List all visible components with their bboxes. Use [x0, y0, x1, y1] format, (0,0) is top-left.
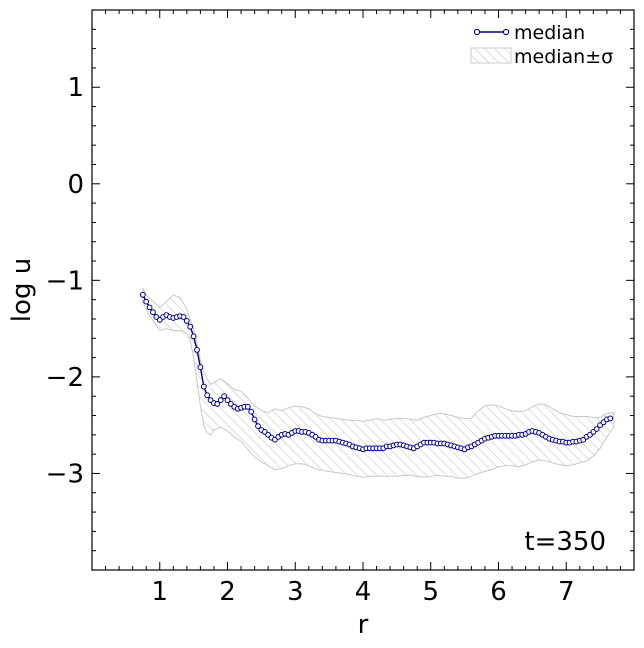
median-point	[200, 383, 207, 390]
median-series-layer	[139, 291, 614, 453]
plot-frame	[91, 9, 635, 571]
y-tick-label: −2	[46, 363, 84, 393]
median-point	[607, 415, 614, 422]
median-point	[150, 309, 156, 316]
x-tick-label: 7	[558, 577, 575, 607]
median-point	[194, 347, 200, 353]
y-tick-label: −1	[46, 266, 84, 296]
median-point	[214, 401, 221, 407]
median-point	[146, 304, 153, 311]
legend-median-marker-icon	[502, 28, 510, 36]
median-point	[248, 408, 255, 415]
median-point	[187, 323, 194, 330]
median-point	[217, 397, 224, 404]
median-point	[204, 392, 211, 399]
median-point	[593, 426, 600, 432]
legend: median median±σ	[470, 22, 613, 68]
x-tick-label: 3	[287, 577, 304, 607]
median-point	[244, 403, 251, 410]
median-point	[139, 291, 146, 298]
x-tick-label: 1	[151, 577, 168, 607]
x-tick-label: 2	[219, 577, 236, 607]
legend-sigma-label: median±σ	[514, 46, 613, 68]
median-point	[224, 397, 231, 404]
median-point	[251, 416, 258, 423]
legend-median-marker-icon	[473, 28, 481, 36]
median-point	[183, 318, 190, 324]
median-point	[197, 364, 204, 371]
x-tick-label: 6	[490, 577, 507, 607]
y-tick-label: −3	[46, 459, 84, 489]
x-tick-label: 5	[422, 577, 439, 607]
median-point	[143, 298, 150, 305]
median-point	[190, 333, 197, 340]
tick-labels-layer: 1 2 3 4 5 6 7 −3 −2 −1 0 1	[46, 73, 575, 607]
x-tick-label: 4	[355, 577, 372, 607]
median-point	[221, 393, 228, 400]
legend-median-label: median	[514, 22, 585, 44]
median-point	[180, 314, 187, 320]
time-annotation: t=350	[524, 527, 606, 557]
median-point	[255, 423, 261, 430]
legend-sigma-swatch-icon	[470, 47, 512, 64]
x-axis-label: r	[358, 610, 369, 640]
y-tick-label: 1	[67, 73, 84, 103]
axis-ticks-layer	[92, 10, 634, 570]
y-tick-label: 0	[67, 170, 84, 200]
y-axis-label: log u	[7, 258, 37, 322]
